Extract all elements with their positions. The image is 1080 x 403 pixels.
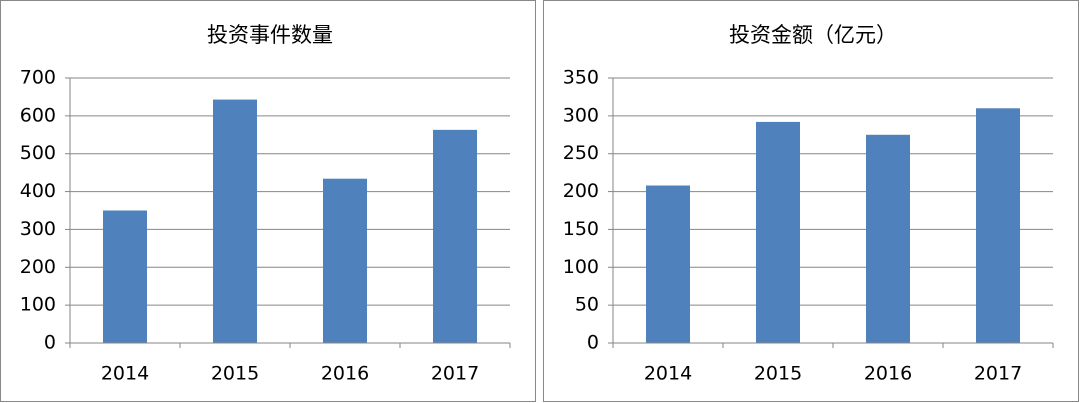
y-tick-label: 250: [563, 142, 599, 164]
y-tick-label: 300: [563, 104, 599, 126]
y-tick-label: 0: [587, 332, 599, 354]
y-tick-label: 500: [20, 142, 56, 164]
x-tick-label: 2015: [754, 363, 802, 385]
chart: 投资金额（亿元） 0 50 100 150 200 250 300 350 2014 2015 201…: [543, 0, 1079, 402]
bar: [866, 134, 910, 343]
bar: [213, 99, 257, 343]
bar: [103, 210, 147, 343]
bar: [756, 121, 800, 344]
x-tick-label: 2016: [321, 363, 369, 385]
x-tick-label: 2016: [864, 363, 912, 385]
y-tick-label: 400: [20, 180, 56, 202]
bar: [323, 178, 367, 343]
y-tick-label: 100: [20, 294, 56, 316]
y-tick-label: 150: [563, 218, 599, 240]
y-tick-label: 700: [20, 67, 56, 89]
y-tick-label: 50: [575, 294, 599, 316]
bar: [976, 108, 1020, 344]
x-tick-label: 2015: [211, 363, 259, 385]
y-tick-label: 350: [563, 67, 599, 89]
x-tick-label: 2014: [101, 363, 149, 385]
chart: 投资事件数量 0 100 200 300 400 500 600 700 2014 2015 2016…: [0, 0, 536, 402]
y-tick-label: 600: [20, 104, 56, 126]
chart-title: 投资金额（亿元）: [729, 23, 897, 47]
x-tick-label: 2017: [974, 363, 1022, 385]
chart-frame: [0, 0, 536, 402]
y-tick-label: 0: [44, 332, 56, 354]
chart-title: 投资事件数量: [207, 23, 333, 47]
y-tick-label: 300: [20, 218, 56, 240]
bar: [433, 129, 477, 343]
y-tick-label: 200: [563, 180, 599, 202]
y-tick-label: 100: [563, 256, 599, 278]
x-tick-label: 2017: [431, 363, 479, 385]
x-tick-label: 2014: [644, 363, 692, 385]
bar: [646, 185, 690, 343]
chart-frame: [543, 0, 1079, 402]
y-tick-label: 200: [20, 256, 56, 278]
